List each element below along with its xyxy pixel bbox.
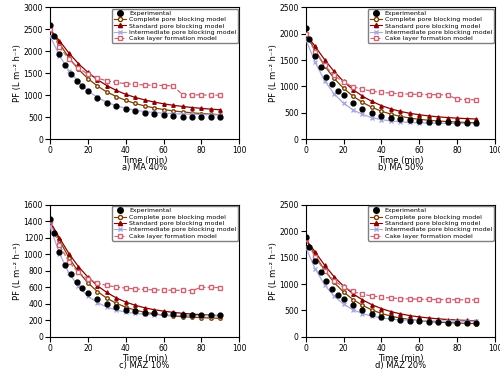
Legend: Experimental, Complete pore blocking model, Standard pore blocking model, Interm: Experimental, Complete pore blocking mod… xyxy=(112,206,238,241)
Y-axis label: PF (L m⁻² h⁻¹): PF (L m⁻² h⁻¹) xyxy=(13,44,22,102)
X-axis label: Time (min): Time (min) xyxy=(378,157,423,165)
Title: a) MA 40%: a) MA 40% xyxy=(122,163,167,172)
Y-axis label: PF (L m⁻² h⁻¹): PF (L m⁻² h⁻¹) xyxy=(269,242,278,300)
Y-axis label: PF (L m⁻² h⁻¹): PF (L m⁻² h⁻¹) xyxy=(269,44,278,102)
Title: d) MAZ 20%: d) MAZ 20% xyxy=(375,361,426,370)
X-axis label: Time (min): Time (min) xyxy=(122,157,168,165)
X-axis label: Time (min): Time (min) xyxy=(378,354,423,363)
Legend: Experimental, Complete pore blocking model, Standard pore blocking model, Interm: Experimental, Complete pore blocking mod… xyxy=(112,9,238,43)
Legend: Experimental, Complete pore blocking model, Standard pore blocking model, Interm: Experimental, Complete pore blocking mod… xyxy=(368,9,494,43)
Y-axis label: PF (L m⁻² h⁻¹): PF (L m⁻² h⁻¹) xyxy=(14,242,22,300)
X-axis label: Time (min): Time (min) xyxy=(122,354,168,363)
Title: c) MAZ 10%: c) MAZ 10% xyxy=(120,361,170,370)
Legend: Experimental, Complete pore blocking model, Standard pore blocking model, Interm: Experimental, Complete pore blocking mod… xyxy=(368,206,494,241)
Title: b) MA 50%: b) MA 50% xyxy=(378,163,423,172)
